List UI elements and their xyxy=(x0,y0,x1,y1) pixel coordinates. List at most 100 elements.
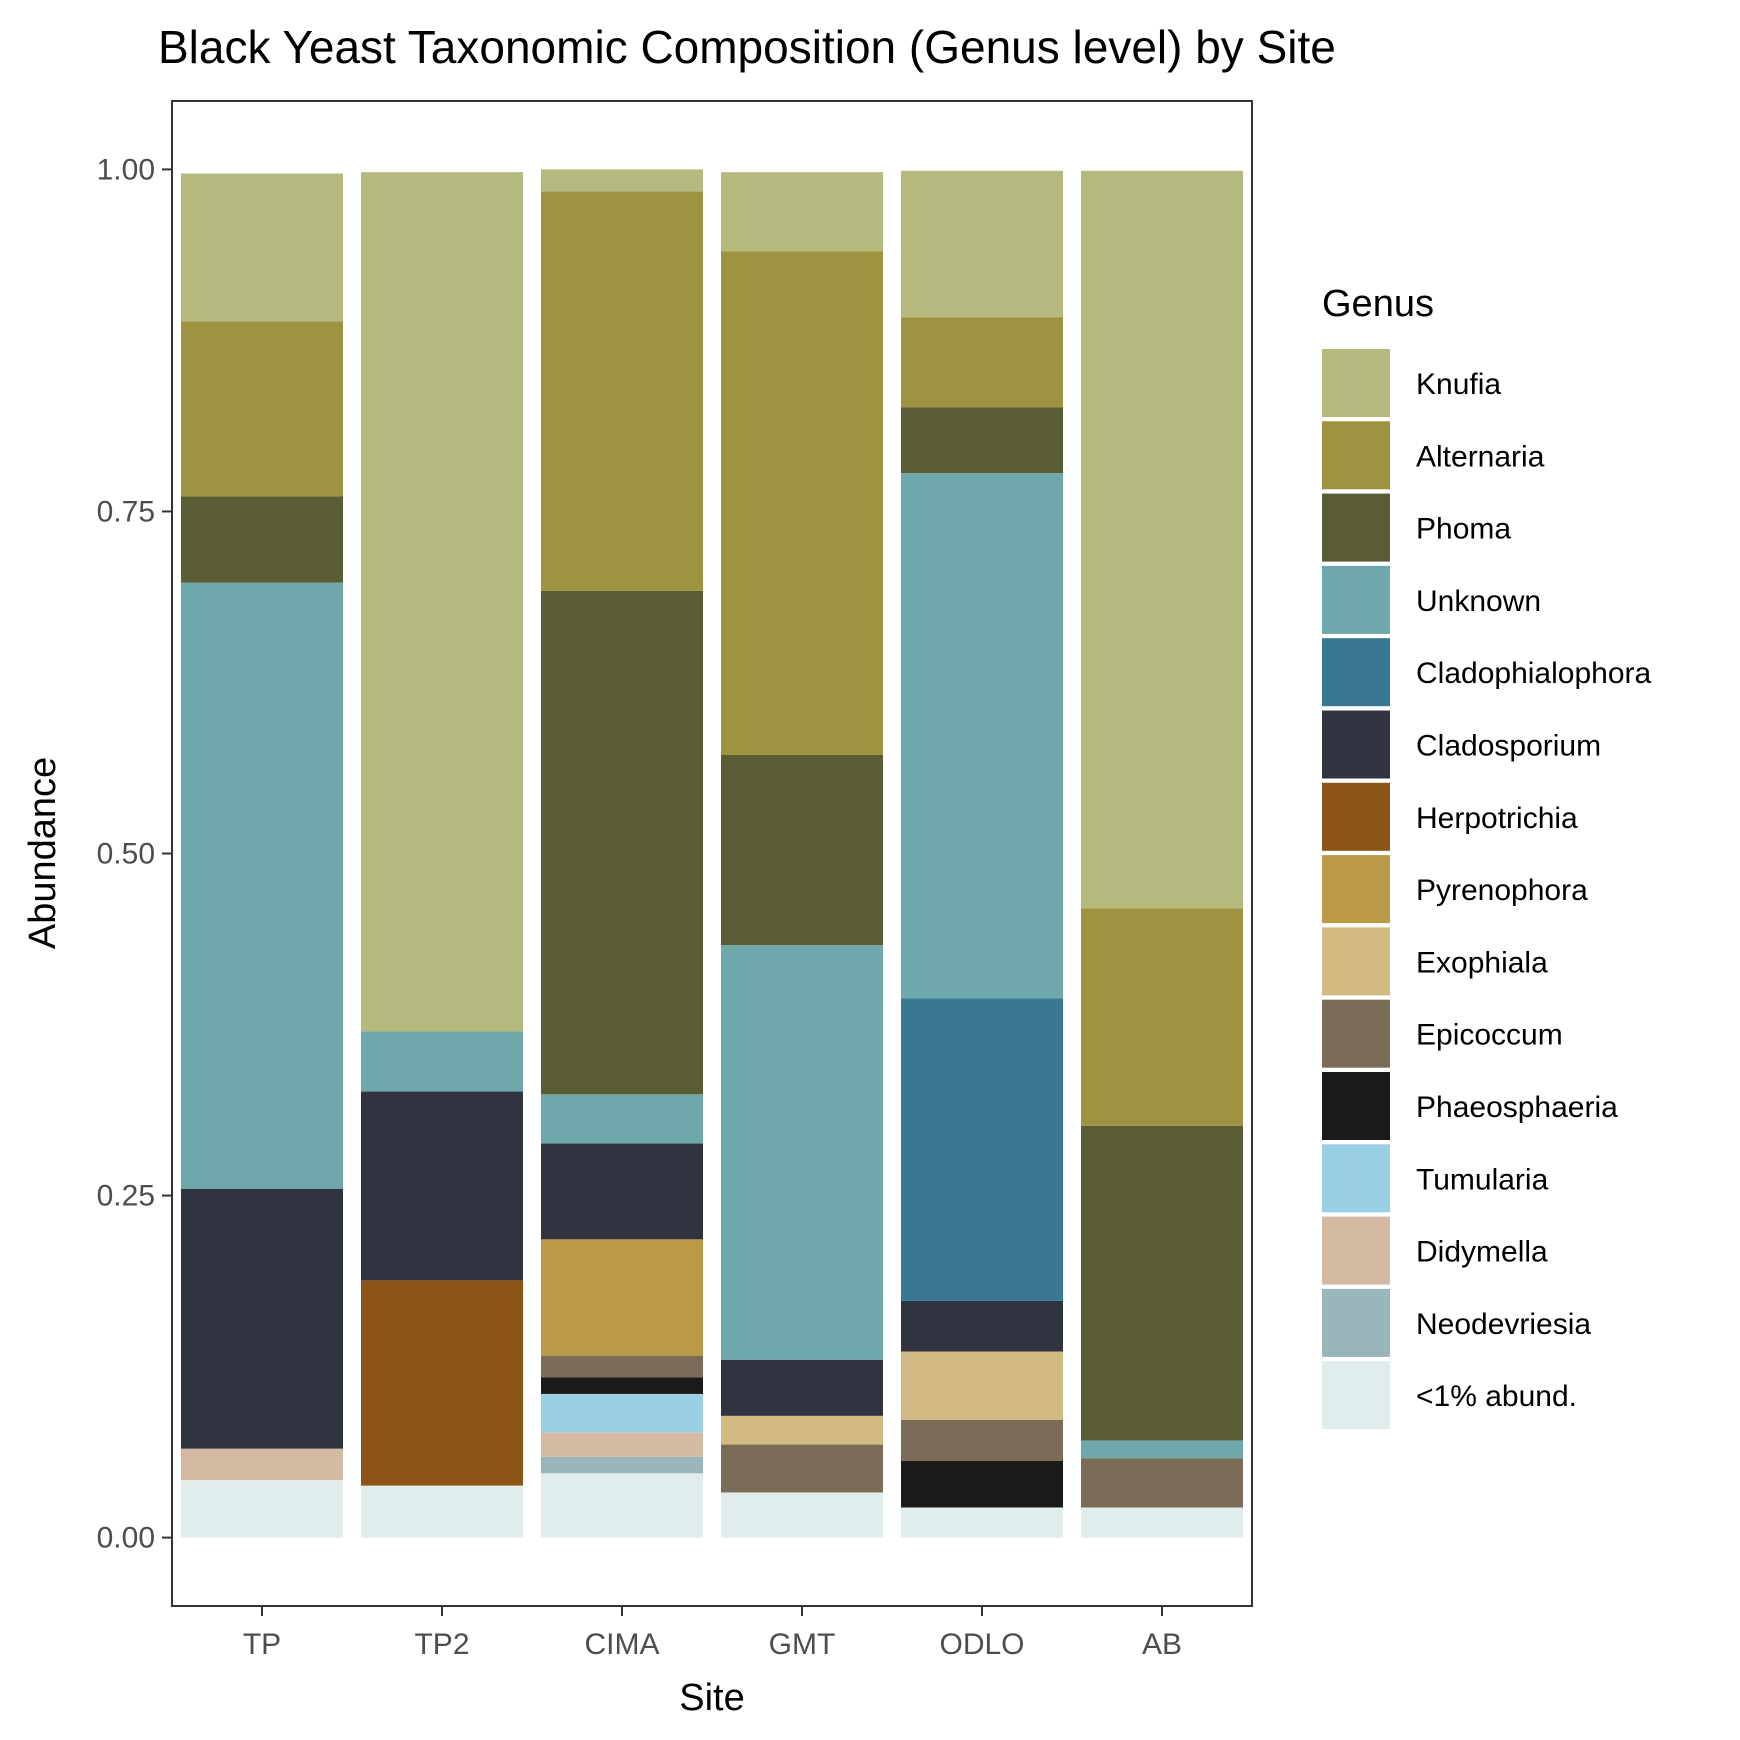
bar-ab-knufia xyxy=(1081,170,1243,909)
legend-key-alternaria xyxy=(1322,421,1390,490)
bar-cima-phoma xyxy=(541,590,703,1095)
bar-odlo-phoma xyxy=(901,407,1063,474)
bar-ab-alternaria xyxy=(1081,908,1243,1126)
legend-item-cladophialophora: Cladophialophora xyxy=(1322,638,1651,707)
legend-key-unknown xyxy=(1322,565,1390,634)
bar-cima-neodevriesia xyxy=(541,1456,703,1474)
legend-label: Unknown xyxy=(1416,585,1541,618)
bar-tp-phoma xyxy=(181,496,343,583)
bar-cima-epicoccum xyxy=(541,1355,703,1378)
legend-item-epicoccum: Epicoccum xyxy=(1322,999,1563,1068)
bar-tp-alternaria xyxy=(181,321,343,497)
legend-key-knufia xyxy=(1322,349,1390,417)
bar-tp-didymella xyxy=(181,1448,343,1481)
bar-odlo-cladosporium xyxy=(901,1300,1063,1352)
bar-ab-phoma xyxy=(1081,1125,1243,1441)
bar-odlo-exophiala xyxy=(901,1351,1063,1420)
legend-item-exophiala: Exophiala xyxy=(1322,927,1548,996)
legend-key-herpotrichia xyxy=(1322,782,1390,851)
legend-key-exophiala xyxy=(1322,927,1390,996)
bar-tp2-1-abund xyxy=(361,1485,523,1538)
bar-cima-1-abund xyxy=(541,1473,703,1538)
x-tick-label-ab: AB xyxy=(1142,1628,1182,1661)
bar-cima-phaeosphaeria xyxy=(541,1377,703,1394)
legend-key-1-abund xyxy=(1322,1361,1390,1430)
bar-ab-epicoccum xyxy=(1081,1458,1243,1508)
legend-label: Cladosporium xyxy=(1416,730,1601,763)
bar-odlo-1-abund xyxy=(901,1507,1063,1538)
x-tick-label-tp2: TP2 xyxy=(414,1628,469,1661)
y-tick-label: 0.00 xyxy=(97,1522,155,1555)
legend-key-neodevriesia xyxy=(1322,1288,1390,1357)
bar-gmt-knufia xyxy=(721,172,883,252)
legend-label: Phoma xyxy=(1416,513,1511,546)
legend-item-herpotrichia: Herpotrichia xyxy=(1322,782,1578,851)
legend-label: Exophiala xyxy=(1416,946,1548,979)
legend-label: Herpotrichia xyxy=(1416,802,1578,835)
x-tick-label-cima: CIMA xyxy=(585,1628,660,1661)
legend-label: Alternaria xyxy=(1416,440,1545,473)
legend-label: Didymella xyxy=(1416,1236,1548,1269)
x-tick-label-odlo: ODLO xyxy=(939,1628,1024,1661)
legend-key-pyrenophora xyxy=(1322,855,1390,924)
legend-item-1-abund: <1% abund. xyxy=(1322,1361,1577,1430)
bar-tp-1-abund xyxy=(181,1480,343,1538)
y-axis-title: Abundance xyxy=(22,757,64,949)
bar-odlo-cladophialophora xyxy=(901,998,1063,1301)
bar-tp2-cladosporium xyxy=(361,1091,523,1281)
legend-item-unknown: Unknown xyxy=(1322,565,1541,634)
legend-key-epicoccum xyxy=(1322,999,1390,1068)
bar-cima-tumularia xyxy=(541,1393,703,1433)
bar-gmt-1-abund xyxy=(721,1492,883,1538)
legend-label: Tumularia xyxy=(1416,1163,1549,1196)
legend-item-alternaria: Alternaria xyxy=(1322,421,1545,490)
legend-item-knufia: Knufia xyxy=(1322,349,1501,417)
bar-odlo-epicoccum xyxy=(901,1419,1063,1461)
legend-key-cladophialophora xyxy=(1322,638,1390,707)
bar-gmt-phoma xyxy=(721,754,883,946)
legend-key-phoma xyxy=(1322,493,1390,562)
legend-key-tumularia xyxy=(1322,1144,1390,1213)
x-tick-label-tp: TP xyxy=(243,1628,281,1661)
legend-label: Knufia xyxy=(1416,368,1501,401)
legend-item-cladosporium: Cladosporium xyxy=(1322,710,1601,779)
legend-label: <1% abund. xyxy=(1416,1380,1577,1413)
legend-label: Pyrenophora xyxy=(1416,874,1588,907)
legend-label: Cladophialophora xyxy=(1416,657,1651,690)
bar-cima-knufia xyxy=(541,169,703,192)
bar-odlo-phaeosphaeria xyxy=(901,1460,1063,1508)
legend-label: Phaeosphaeria xyxy=(1416,1091,1618,1124)
bar-cima-alternaria xyxy=(541,191,703,591)
bar-cima-cladosporium xyxy=(541,1143,703,1240)
bar-cima-unknown xyxy=(541,1094,703,1144)
legend-label: Neodevriesia xyxy=(1416,1308,1591,1341)
legend-key-cladosporium xyxy=(1322,710,1390,779)
bar-gmt-exophiala xyxy=(721,1415,883,1445)
bar-ab-1-abund xyxy=(1081,1507,1243,1538)
legend-item-tumularia: Tumularia xyxy=(1322,1144,1549,1213)
y-tick-label: 0.50 xyxy=(97,838,155,871)
legend-key-phaeosphaeria xyxy=(1322,1072,1390,1140)
bar-ab-unknown xyxy=(1081,1440,1243,1459)
chart-title: Black Yeast Taxonomic Composition (Genus… xyxy=(158,21,1336,73)
bar-gmt-unknown xyxy=(721,945,883,1360)
bar-odlo-knufia xyxy=(901,170,1063,318)
legend-item-phaeosphaeria: Phaeosphaeria xyxy=(1322,1072,1618,1140)
legend-item-neodevriesia: Neodevriesia xyxy=(1322,1288,1591,1357)
bar-tp2-unknown xyxy=(361,1031,523,1092)
legend-key-didymella xyxy=(1322,1216,1390,1285)
bars-layer xyxy=(181,169,1243,1538)
bar-tp2-herpotrichia xyxy=(361,1280,523,1486)
bar-gmt-cladosporium xyxy=(721,1359,883,1416)
bar-cima-pyrenophora xyxy=(541,1239,703,1356)
legend-item-didymella: Didymella xyxy=(1322,1216,1548,1285)
bar-tp2-knufia xyxy=(361,172,523,1032)
legend-label: Epicoccum xyxy=(1416,1019,1563,1052)
bar-odlo-unknown xyxy=(901,473,1063,999)
y-tick-label: 1.00 xyxy=(97,153,155,186)
y-tick-label: 0.75 xyxy=(97,495,155,528)
legend-items: Knufia Alternaria Phoma Unknown Cladophialop… xyxy=(1322,349,1651,1430)
bar-tp-cladosporium xyxy=(181,1188,343,1449)
